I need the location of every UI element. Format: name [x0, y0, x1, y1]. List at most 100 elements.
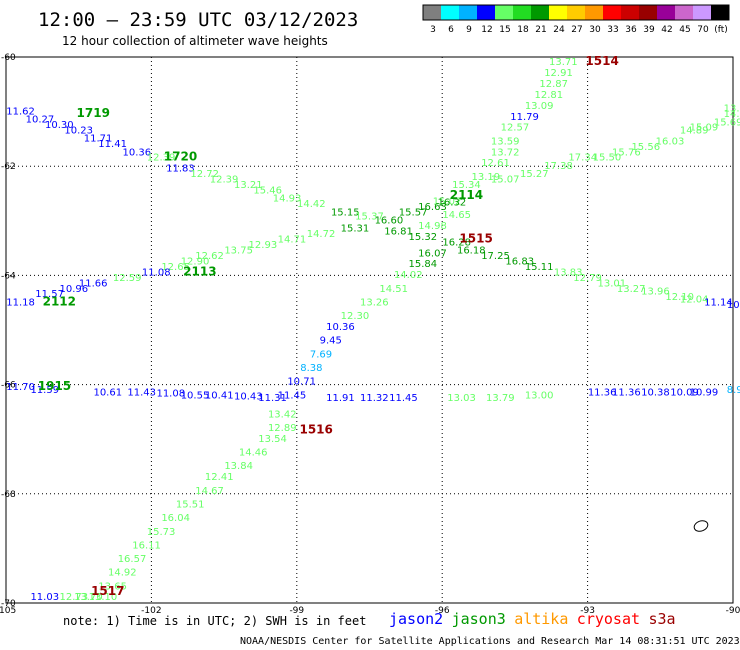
swh-value-label: 10.43 — [234, 391, 263, 402]
legend-jason2: jason2 — [389, 610, 443, 628]
swh-value-label: 16.04 — [161, 513, 190, 524]
swh-value-label: 16.18 — [457, 246, 486, 257]
swh-value-label: 11.71 — [84, 134, 113, 145]
track-id-label: 1719 — [77, 106, 110, 120]
track-id-label: 1516 — [299, 423, 332, 437]
swh-value-label: 14.42 — [297, 199, 326, 210]
swh-value-label: 16.83 — [505, 256, 534, 267]
swh-value-label: 12.57 — [501, 123, 530, 134]
swh-value-label: 10.8 — [727, 300, 740, 311]
swh-value-label: 16.81 — [384, 226, 413, 237]
track-id-label: 1515 — [459, 232, 492, 246]
swh-value-label: 14.02 — [394, 270, 423, 281]
swh-value-label: 15.46 — [253, 186, 282, 197]
swh-value-label: 13.01 — [598, 278, 627, 289]
swh-value-label: 15.84 — [408, 259, 437, 270]
swh-value-label: 11.08 — [142, 267, 171, 278]
swh-value-label: 11.57 — [35, 289, 64, 300]
swh-value-label: 10.96 — [60, 284, 89, 295]
x-tick-label: -105 — [0, 606, 16, 616]
x-tick-label: -90 — [726, 606, 740, 616]
colorbar-label: 18 — [517, 25, 529, 35]
swh-value-label: 12.91 — [544, 68, 573, 79]
colorbar-swatch — [549, 5, 567, 20]
island-outline — [693, 520, 709, 532]
track-id-label: 1720 — [164, 150, 197, 164]
swh-value-label: 15.73 — [147, 527, 176, 538]
swh-value-label: 13.59 — [491, 136, 520, 147]
swh-value-label: 10.99 — [690, 388, 719, 399]
swh-value-label: 11.70 — [6, 382, 35, 393]
colorbar: 3 6 9 12 15 18 21 24 27 30 33 36 39 42 45 70 (ft) — [422, 4, 730, 35]
swh-value-label: 15.27 — [520, 169, 549, 180]
swh-value-label: 11.66 — [79, 278, 108, 289]
swh-value-label: 10.23 — [64, 125, 93, 136]
swh-value-label: 10.71 — [287, 377, 316, 388]
swh-value-label: 15.02 — [433, 196, 462, 207]
satellite-legend: jason2 jason3 altika cryosat s3a — [389, 610, 676, 628]
colorbar-swatch — [675, 5, 693, 20]
swh-value-label: 11.18 — [6, 297, 35, 308]
colorbar-swatch — [441, 5, 459, 20]
plot-frame — [5, 56, 734, 604]
colorbar-swatch — [639, 5, 657, 20]
colorbar-swatch — [693, 5, 711, 20]
swh-value-label: 16.07 — [418, 248, 447, 259]
track-id-label: 2112 — [43, 294, 76, 308]
colorbar-label: 21 — [535, 25, 546, 35]
y-tick-label: -68 — [1, 490, 16, 500]
colorbar-label: (ft) — [714, 25, 728, 35]
track-id-label: 1514 — [585, 54, 618, 68]
swh-value-label: 15.07 — [491, 175, 520, 186]
swh-value-label: 14.71 — [278, 235, 307, 246]
swh-value-label: 14.98 — [418, 221, 447, 232]
swh-value-label: 13.70 — [74, 592, 103, 603]
track-labels: 1514 1719 1720 2114 1515 2113 2112 1915 1516 1517 — [38, 54, 619, 598]
swh-value-label: 13.84 — [224, 461, 253, 472]
swh-value-label: 16.63 — [418, 202, 447, 213]
swh-value-label: 13.26 — [360, 297, 389, 308]
swh-value-label: 11.36 — [612, 388, 641, 399]
swh-value-label: 13.42 — [268, 409, 297, 420]
swh-value-label: 12.72 — [190, 169, 219, 180]
y-tick-label: -66 — [1, 381, 16, 391]
colorbar-swatch — [711, 5, 729, 20]
colorbar-label: 3 — [430, 25, 436, 35]
colorbar-swatch — [423, 5, 441, 20]
swh-value-label: 12.30 — [341, 311, 370, 322]
swh-value-label: 12.61 — [481, 158, 510, 169]
colorbar-label: 27 — [571, 25, 582, 35]
swh-value-label: 10.27 — [26, 115, 55, 126]
swh-value-label: 15.56 — [631, 142, 660, 153]
swh-value-label: 15.76 — [612, 147, 641, 158]
swh-value-label: 11.32 — [360, 393, 389, 404]
swh-value-label: 10.36 — [123, 147, 152, 158]
swh-value-label: 15.31 — [341, 224, 370, 235]
swh-value-label: 13.96 — [641, 287, 670, 298]
swh-value-label: 13.65 — [98, 581, 127, 592]
swh-value-label: 12.62 — [195, 251, 224, 262]
colorbar-swatch — [459, 5, 477, 20]
swh-value-label: 16.03 — [656, 136, 685, 147]
colorbar-label: 45 — [679, 25, 690, 35]
swh-value-label: 15.37 — [355, 212, 384, 223]
colorbar-frame — [422, 4, 730, 21]
colorbar-swatch — [531, 5, 549, 20]
swh-value-label: 11.41 — [98, 139, 127, 150]
swh-value-label: 14.72 — [307, 229, 336, 240]
swh-value-label: 14.67 — [195, 486, 224, 497]
swh-value-label: 15.11 — [525, 262, 554, 273]
swh-value-label: 14.93 — [273, 194, 302, 205]
y-tick-label: -60 — [1, 53, 16, 63]
swh-value-label: 15.15 — [331, 207, 360, 218]
chart-title: 12:00 – 23:59 UTC 03/12/2023 — [38, 9, 358, 31]
swh-value-label: 12.87 — [539, 79, 568, 90]
axis-tick-labels: -105 -102 -99 -96 -93 -90 -60 -62 -64 -66 -68 -70 — [0, 53, 740, 616]
swh-value-label: 14.89 — [680, 125, 709, 136]
swh-value-label: 11.31 — [258, 393, 287, 404]
track-id-label: 1517 — [91, 584, 124, 598]
swh-value-label: 12.73 — [60, 592, 89, 603]
y-tick-label: -64 — [1, 271, 16, 281]
colorbar-label: 42 — [661, 25, 672, 35]
